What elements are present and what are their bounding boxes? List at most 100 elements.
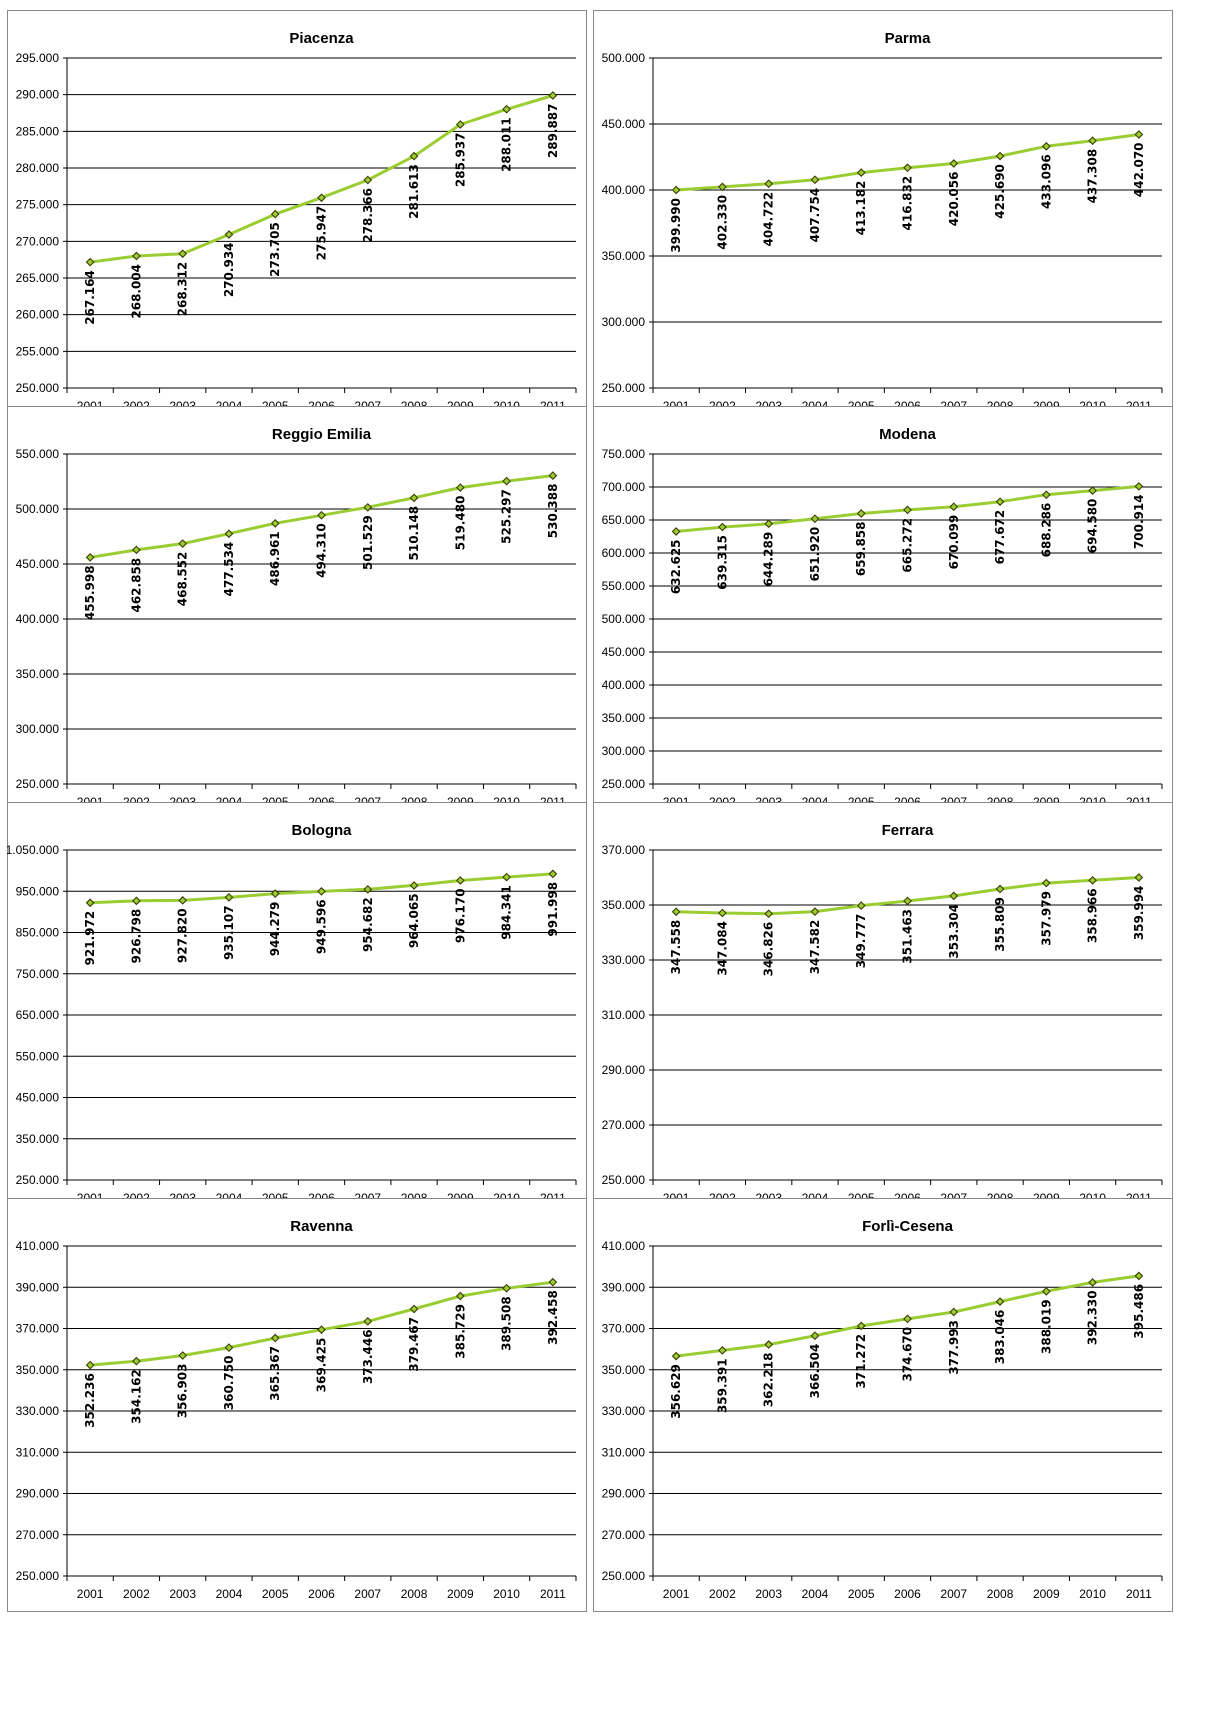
chart-frame [593, 802, 1173, 1216]
data-point [363, 1317, 373, 1326]
y-tick-label: 410.000 [16, 1239, 60, 1253]
chart-panel: Ferrara 370.000 350.000 330.000 310.000 290.0… [593, 802, 1173, 1216]
y-tick-label: 270.000 [16, 1528, 60, 1542]
data-label: 632.625 [669, 539, 683, 594]
y-tick-label: 290.000 [602, 1063, 646, 1077]
chart-title: Bologna [292, 822, 353, 839]
data-label: 921.972 [83, 911, 97, 966]
data-point [178, 1351, 188, 1360]
y-tick-label: 285.000 [16, 124, 60, 138]
data-point [903, 505, 912, 515]
data-point [1041, 141, 1051, 151]
data-point [810, 514, 820, 524]
y-tick-label: 500.000 [602, 612, 646, 626]
data-label: 392.458 [546, 1290, 560, 1345]
x-tick-label: 2011 [1126, 1587, 1152, 1601]
data-point [132, 896, 141, 906]
data-label: 462.858 [129, 558, 143, 613]
data-point [548, 1277, 558, 1287]
y-tick-label: 550.000 [602, 579, 646, 593]
data-point [671, 527, 681, 536]
data-point [995, 884, 1005, 894]
data-label: 407.754 [808, 188, 822, 243]
data-label: 530.388 [546, 484, 560, 539]
data-label: 416.832 [901, 176, 915, 231]
data-label: 373.446 [361, 1329, 375, 1384]
y-tick-label: 1.050.000 [7, 843, 59, 857]
y-tick-label: 390.000 [602, 1280, 646, 1294]
y-tick-label: 550.000 [16, 1049, 60, 1063]
data-label: 935.107 [222, 905, 236, 960]
data-label: 377.993 [947, 1320, 961, 1375]
y-tick-label: 265.000 [16, 271, 60, 285]
y-tick-label: 350.000 [16, 1363, 60, 1377]
y-tick-label: 330.000 [16, 1404, 60, 1418]
data-label: 267.164 [83, 270, 97, 325]
data-label: 944.279 [268, 902, 282, 957]
x-tick-label: 2011 [540, 1587, 566, 1601]
data-label: 991.998 [546, 882, 560, 937]
chart-svg: Modena 750.000 700.000 650.000 600.000 550.00… [593, 406, 1173, 820]
data-point [995, 1297, 1005, 1306]
chart-frame [7, 10, 587, 424]
x-tick-label: 2006 [308, 1587, 335, 1601]
data-point [502, 1283, 511, 1293]
data-label: 651.920 [808, 527, 822, 582]
data-point [718, 1346, 727, 1355]
y-tick-label: 700.000 [602, 480, 646, 494]
x-tick-label: 2009 [1033, 1587, 1060, 1601]
data-label: 665.272 [901, 518, 915, 573]
data-label: 355.809 [993, 897, 1007, 952]
chart-panel: Parma 500.000 450.000 400.000 350.000 300.000… [593, 10, 1173, 424]
y-tick-label: 500.000 [602, 51, 646, 65]
y-tick-label: 750.000 [602, 447, 646, 461]
data-point [1041, 878, 1051, 888]
data-point [85, 257, 95, 267]
y-tick-label: 650.000 [16, 1008, 60, 1022]
x-tick-label: 2005 [848, 1587, 875, 1601]
x-tick-label: 2001 [77, 1587, 104, 1601]
y-tick-label: 350.000 [602, 711, 646, 725]
data-label: 268.004 [129, 264, 143, 319]
chart-panel: Bologna 1.050.000 950.000 850.000 750.000 650… [7, 802, 587, 1216]
data-label: 346.826 [762, 922, 776, 977]
data-point [270, 889, 280, 898]
chart-frame [7, 802, 587, 1216]
data-point [995, 151, 1005, 161]
data-point [1134, 1271, 1144, 1281]
data-label: 288.011 [500, 117, 514, 172]
data-point [1088, 875, 1097, 885]
data-point [502, 104, 511, 114]
data-point [502, 476, 511, 486]
y-tick-label: 310.000 [602, 1445, 646, 1459]
y-tick-label: 270.000 [602, 1528, 646, 1542]
y-tick-label: 400.000 [602, 183, 646, 197]
data-label: 369.425 [315, 1338, 329, 1393]
x-tick-label: 2004 [216, 1587, 243, 1601]
chart-frame [7, 1198, 587, 1612]
data-point [270, 209, 280, 219]
data-point [856, 901, 866, 910]
data-label: 357.979 [1039, 891, 1053, 946]
data-label: 694.580 [1086, 499, 1100, 554]
data-point [856, 168, 866, 177]
y-tick-label: 350.000 [16, 667, 60, 681]
data-point [455, 483, 465, 492]
data-point [363, 502, 373, 512]
y-tick-label: 500.000 [16, 502, 60, 516]
data-label: 374.670 [901, 1327, 915, 1382]
data-label: 383.046 [993, 1310, 1007, 1365]
data-point [409, 881, 419, 890]
x-tick-label: 2007 [940, 1587, 967, 1601]
data-point [178, 249, 188, 259]
chart-title: Forlì-Cesena [862, 1218, 954, 1235]
data-label: 404.722 [762, 192, 776, 247]
y-tick-label: 280.000 [16, 161, 60, 175]
data-point [317, 1325, 326, 1335]
data-point [718, 908, 727, 918]
data-point [224, 893, 234, 902]
data-point [548, 869, 558, 879]
y-tick-label: 250.000 [16, 1569, 60, 1583]
data-label: 356.629 [669, 1364, 683, 1419]
data-label: 366.504 [808, 1344, 822, 1399]
